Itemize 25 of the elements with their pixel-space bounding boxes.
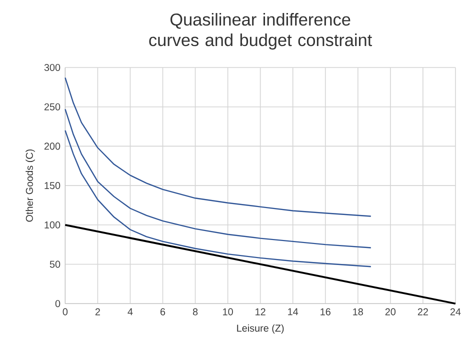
y-tick-label: 250 [44,103,60,110]
y-tick-label: 50 [50,260,60,268]
y-tick-label: 300 [44,64,60,71]
x-tick-label: 6 [160,308,166,316]
y-tick-label: 100 [44,221,60,228]
line-series [64,130,372,268]
x-tick-label: 12 [256,308,266,316]
x-tick-label: 18 [353,308,363,316]
x-tick-label: 10 [223,308,233,316]
x-tick-label: 4 [128,308,133,316]
x-tick-label: 0 [62,308,68,316]
x-tick-label: 20 [385,308,396,316]
y-axis-title: Other Goods (C) [26,149,35,222]
x-tick-label: 22 [418,308,428,316]
x-tick-label: 16 [320,308,330,316]
line-series [64,77,372,217]
x-tick-label: 24 [450,308,461,316]
y-tick-label: 0 [55,300,60,308]
y-tick-label: 150 [44,182,60,189]
x-tick-label: 8 [192,308,198,316]
x-axis-title: Leisure (Z) [237,324,284,334]
y-tick-label: 200 [44,142,60,150]
chart-title: Quasilinear indifference curves and budget constraint [149,12,372,50]
x-tick-label: 2 [95,308,100,316]
x-tick-label: 14 [288,308,298,316]
